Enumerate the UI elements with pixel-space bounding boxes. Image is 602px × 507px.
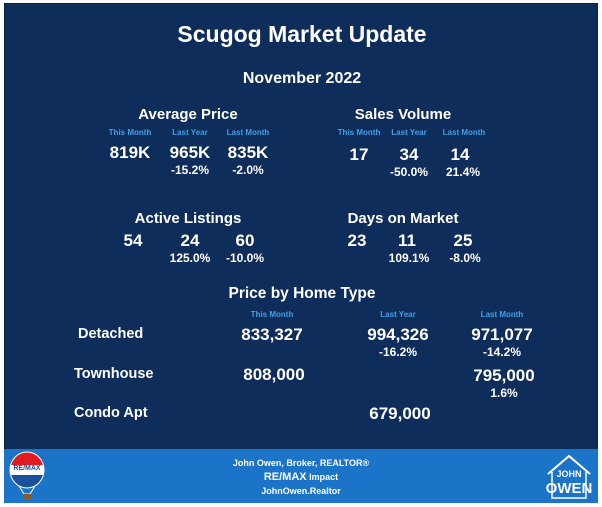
market-update-card: Scugog Market Update November 2022 Avera… — [4, 3, 598, 503]
agent-name: John Owen, Broker, REALTOR® — [232, 458, 370, 468]
john-owen-logo: JOHN OWEN — [544, 452, 594, 500]
logo-text-first: JOHN — [556, 469, 582, 479]
home-type-label: Townhouse — [74, 366, 154, 382]
brokerage-brand: RE/MAX — [263, 471, 307, 483]
days-on-market-last-year: 11 — [398, 231, 416, 250]
col-label-last-month: Last Month — [480, 310, 524, 319]
col-label-last-year: Last Year — [380, 310, 416, 319]
home-type-label: Condo Apt — [74, 405, 148, 421]
home-type-label: Detached — [78, 326, 144, 342]
remax-balloon-icon: RE/MAX — [7, 451, 47, 501]
logo-text-last: OWEN — [545, 480, 593, 497]
active-listings-mom: -10.0% — [225, 251, 265, 265]
house-outline-icon — [547, 454, 591, 499]
sales-volume-this-month: 17 — [349, 145, 369, 164]
col-label-this-month: This Month — [108, 128, 152, 137]
average-price-yoy: -15.2% — [170, 163, 210, 177]
days-on-market-yoy: 109.1% — [388, 251, 430, 265]
days-on-market-this-month: 23 — [347, 231, 367, 250]
sales-volume-yoy: -50.0% — [389, 165, 429, 179]
average-price-this-month: 819K — [109, 143, 151, 162]
page-title: Scugog Market Update — [177, 21, 427, 47]
sales-volume-mom: 21.4% — [445, 165, 481, 179]
period-subtitle: November 2022 — [242, 70, 362, 87]
average-price-mom: -2.0% — [232, 163, 264, 177]
price-this-month: 833,327 — [241, 325, 303, 344]
average-price-last-month: 835K — [227, 143, 269, 162]
days-on-market-last-month: 25 — [453, 231, 473, 250]
brokerage-line: RE/MAX Impact — [4, 471, 598, 483]
col-label-last-year: Last Year — [172, 128, 208, 137]
price-last-month: 795,000 — [473, 366, 535, 385]
price-this-month: 808,000 — [243, 365, 305, 384]
price-yoy-change: -16.2% — [378, 345, 418, 359]
price-last-year: 994,326 — [367, 325, 429, 344]
price-mom-change: -14.2% — [482, 345, 522, 359]
website-link[interactable]: JohnOwen.Realtor — [261, 486, 341, 496]
active-listings-last-month: 60 — [235, 231, 255, 250]
sales-volume-last-month: 14 — [450, 145, 470, 164]
active-listings-last-year: 24 — [180, 231, 200, 250]
sales-volume-heading: Sales Volume — [354, 106, 452, 123]
col-label-last-month: Last Month — [226, 128, 270, 137]
col-label-last-year: Last Year — [391, 128, 427, 137]
price-mom-change: 1.6% — [490, 386, 518, 400]
active-listings-heading: Active Listings — [134, 210, 242, 227]
col-label-this-month: This Month — [337, 128, 381, 137]
price-last-month: 971,077 — [471, 325, 533, 344]
price-by-type-heading: Price by Home Type — [228, 285, 376, 302]
footer-bar: RE/MAX John Owen, Broker, REALTOR® RE/MA… — [4, 449, 598, 503]
price-last-year: 679,000 — [369, 404, 431, 423]
average-price-last-year: 965K — [169, 143, 211, 162]
balloon-text: RE/MAX — [13, 465, 41, 472]
active-listings-yoy: 125.0% — [169, 251, 211, 265]
col-label-this-month: This Month — [250, 310, 294, 319]
average-price-heading: Average Price — [138, 106, 238, 123]
brokerage-suffix: Impact — [306, 472, 339, 482]
sales-volume-last-year: 34 — [399, 145, 419, 164]
col-label-last-month: Last Month — [442, 128, 486, 137]
days-on-market-heading: Days on Market — [347, 210, 459, 227]
active-listings-this-month: 54 — [123, 231, 143, 250]
days-on-market-mom: -8.0% — [449, 251, 481, 265]
